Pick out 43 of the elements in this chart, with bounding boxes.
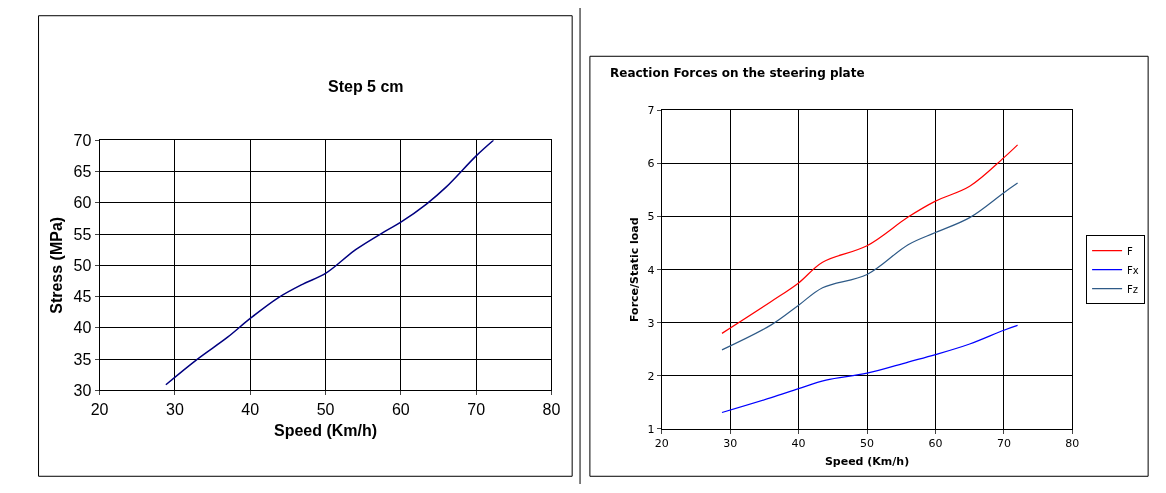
y-tick-label: 5 <box>647 210 655 224</box>
y-tick-label: 60 <box>73 194 92 212</box>
line-series <box>721 182 1019 351</box>
y-tick-label: 50 <box>73 256 92 274</box>
x-axis-title: Speed (Km/h) <box>824 455 910 469</box>
x-tick-label: 70 <box>996 437 1011 451</box>
x-tick-label: 70 <box>467 400 486 418</box>
y-tick-label: 2 <box>647 369 655 383</box>
y-tick-label: 1 <box>647 422 655 436</box>
x-tick-label: 80 <box>542 400 561 418</box>
x-tick-label: 50 <box>316 400 335 418</box>
x-axis-title: Speed (Km/h) <box>273 422 378 440</box>
legend-label: Fx <box>1127 264 1139 276</box>
line-series <box>165 140 495 386</box>
y-tick-label: 30 <box>73 381 92 399</box>
y-tick-label: 6 <box>647 157 655 171</box>
chart-title: Step 5 cm <box>328 78 404 95</box>
y-tick-label: 4 <box>647 263 655 277</box>
chart-title: Reaction Forces on the steering plate <box>610 66 865 80</box>
x-tick-label: 50 <box>860 437 875 451</box>
y-tick-label: 3 <box>647 316 655 330</box>
x-tick-label: 30 <box>166 400 184 418</box>
y-axis-title: Stress (MPa) <box>48 216 66 314</box>
x-tick-label: 40 <box>791 437 806 451</box>
y-tick-label: 55 <box>73 225 92 243</box>
line-series <box>721 324 1019 414</box>
x-tick-label: 60 <box>391 400 410 418</box>
y-tick-label: 65 <box>73 163 92 181</box>
y-tick-label: 70 <box>73 131 92 149</box>
x-tick-label: 80 <box>1065 437 1080 451</box>
legend-label: Fz <box>1127 283 1139 295</box>
x-tick-label: 40 <box>241 400 260 418</box>
x-tick-label: 30 <box>723 437 738 451</box>
x-tick-label: 60 <box>928 437 943 451</box>
x-tick-label: 20 <box>90 400 109 418</box>
line-series <box>721 144 1019 334</box>
y-tick-label: 40 <box>73 319 92 337</box>
y-tick-label: 45 <box>73 288 92 306</box>
x-tick-label: 20 <box>654 437 669 451</box>
legend-label: F <box>1127 245 1134 257</box>
y-tick-label: 7 <box>647 104 655 118</box>
y-tick-label: 35 <box>73 350 92 368</box>
y-axis-title: Force/Static load <box>628 217 642 322</box>
